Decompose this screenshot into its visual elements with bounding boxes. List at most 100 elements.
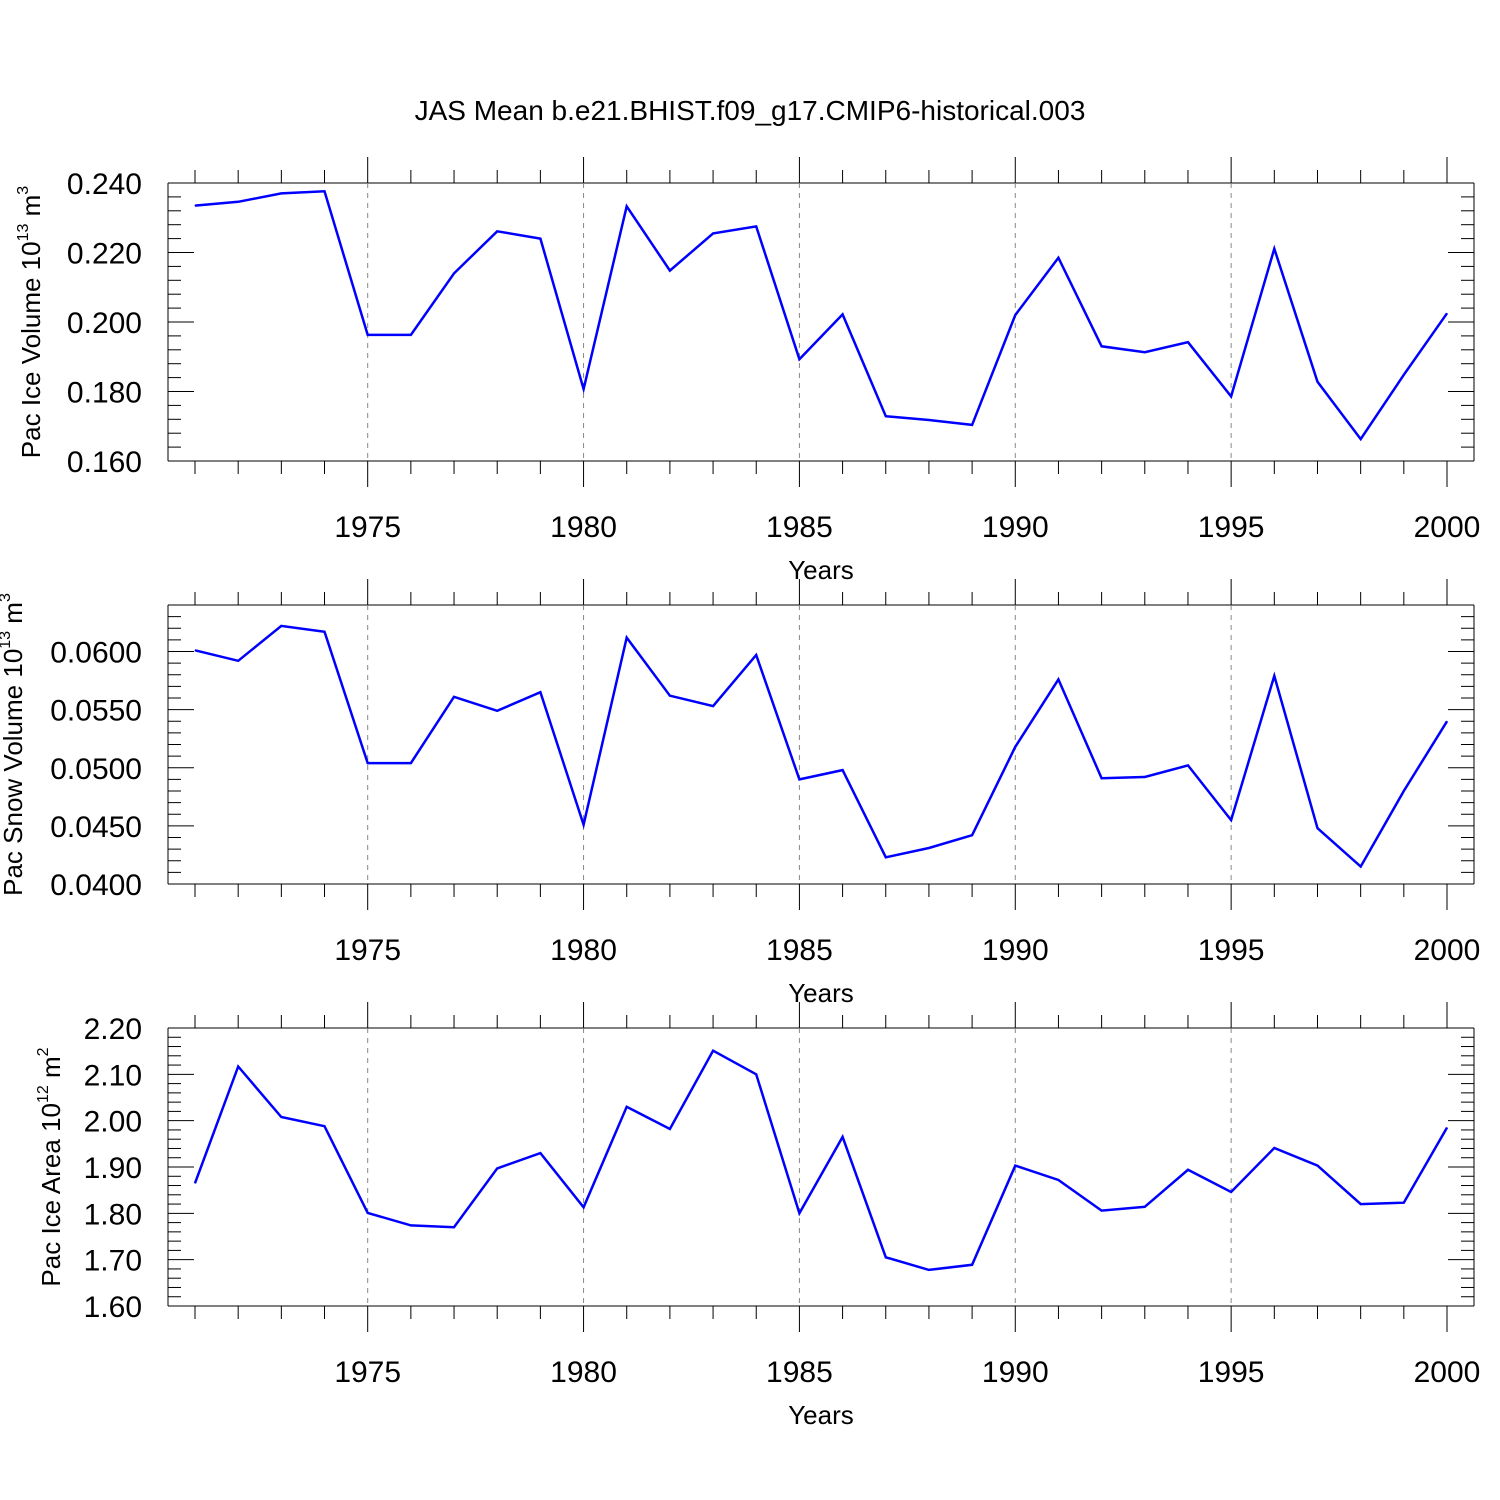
data-point	[1403, 790, 1405, 792]
x-tick-label: 1990	[982, 934, 1049, 967]
data-point	[1057, 1179, 1059, 1181]
data-point	[1403, 374, 1405, 376]
x-tick-label: 1985	[766, 934, 833, 967]
y-axis-label: Pac Ice Area 1012 m2	[35, 1047, 66, 1286]
data-point	[755, 225, 757, 227]
x-tick-label: 1980	[550, 934, 617, 967]
y-tick-label: 2.00	[84, 1106, 142, 1139]
y-tick-label: 2.10	[84, 1059, 142, 1092]
data-point	[280, 1116, 282, 1118]
data-point	[885, 856, 887, 858]
panel-pac-snow-volume: 0.0400 0.0450 0.0500 0.0550 0.0600 1975 1980 19…	[0, 579, 1480, 1008]
data-point	[669, 695, 671, 697]
x-tick-label: 1990	[982, 1356, 1049, 1389]
x-tick-label: 2000	[1414, 1356, 1481, 1389]
y-tick-label: 0.0500	[50, 753, 142, 786]
data-point	[842, 769, 844, 771]
series-line	[194, 190, 1449, 442]
x-tick-label: 1995	[1198, 934, 1265, 967]
x-tick-label: 1985	[766, 511, 833, 544]
data-point	[453, 272, 455, 274]
x-tick-label: 1975	[334, 511, 401, 544]
data-point	[367, 334, 369, 336]
x-tick-label: 1975	[334, 1356, 401, 1389]
y-tick-label: 1.90	[84, 1152, 142, 1185]
data-point	[410, 762, 412, 764]
data-point	[496, 710, 498, 712]
data-point	[1187, 764, 1189, 766]
data-point	[1144, 776, 1146, 778]
y-tick-label: 0.0600	[50, 637, 142, 670]
data-point	[1316, 381, 1318, 383]
data-point	[367, 762, 369, 764]
x-tick-label: 1995	[1198, 511, 1265, 544]
data-point	[755, 1073, 757, 1075]
x-tick-label: 2000	[1414, 511, 1481, 544]
data-point	[1101, 1210, 1103, 1212]
y-tick-label: 0.0400	[50, 869, 142, 902]
y-tick-label: 0.180	[67, 377, 142, 410]
data-point	[712, 1050, 714, 1052]
data-point	[367, 1212, 369, 1214]
data-point	[410, 1224, 412, 1226]
x-axis-label: Years	[788, 555, 854, 585]
data-point	[798, 358, 800, 360]
data-point	[712, 232, 714, 234]
data-point	[1446, 1127, 1448, 1129]
data-point	[496, 1167, 498, 1169]
data-point	[237, 1065, 239, 1067]
data-point	[583, 388, 585, 390]
data-point	[669, 270, 671, 272]
data-point	[1014, 746, 1016, 748]
data-point	[626, 205, 628, 207]
data-point	[755, 654, 757, 656]
data-point	[1316, 1165, 1318, 1167]
data-point	[1187, 341, 1189, 343]
data-point	[928, 847, 930, 849]
data-point	[1187, 1169, 1189, 1171]
y-tick-label: 0.240	[67, 168, 142, 201]
data-point	[1446, 312, 1448, 314]
data-point	[1316, 827, 1318, 829]
data-point	[1360, 1203, 1362, 1205]
data-point	[194, 1182, 196, 1184]
data-point	[324, 631, 326, 633]
data-point	[1014, 314, 1016, 316]
data-point	[453, 1226, 455, 1228]
x-tick-label: 1975	[334, 934, 401, 967]
data-point	[1101, 345, 1103, 347]
data-point	[971, 424, 973, 426]
x-tick-label: 1980	[550, 511, 617, 544]
y-tick-label: 0.160	[67, 446, 142, 479]
data-point	[626, 637, 628, 639]
data-point	[583, 1206, 585, 1208]
data-point	[1144, 351, 1146, 353]
data-point	[1230, 819, 1232, 821]
data-point	[842, 1136, 844, 1138]
data-point	[1101, 777, 1103, 779]
y-tick-label: 2.20	[84, 1013, 142, 1046]
x-tick-label: 1990	[982, 511, 1049, 544]
y-tick-label: 0.0550	[50, 695, 142, 728]
y-tick-label: 0.0450	[50, 811, 142, 844]
data-point	[971, 1264, 973, 1266]
data-point	[1446, 720, 1448, 722]
y-tick-label: 0.200	[67, 307, 142, 340]
panel-pac-ice-volume: 0.160 0.180 0.200 0.220 0.240 1975 1980 1985 199…	[15, 157, 1480, 585]
data-point	[280, 625, 282, 627]
data-point	[539, 691, 541, 693]
series-line	[193, 1049, 1449, 1272]
x-tick-label: 1985	[766, 1356, 833, 1389]
data-point	[626, 1106, 628, 1108]
data-point	[194, 205, 196, 207]
data-point	[280, 192, 282, 194]
data-point	[669, 1128, 671, 1130]
data-point	[453, 696, 455, 698]
y-axis-label: Pac Ice Volume 1013 m3	[15, 186, 46, 459]
data-point	[324, 190, 326, 192]
data-point	[1144, 1206, 1146, 1208]
data-point	[1057, 257, 1059, 259]
series-line	[194, 624, 1449, 869]
data-point	[1273, 1147, 1275, 1149]
